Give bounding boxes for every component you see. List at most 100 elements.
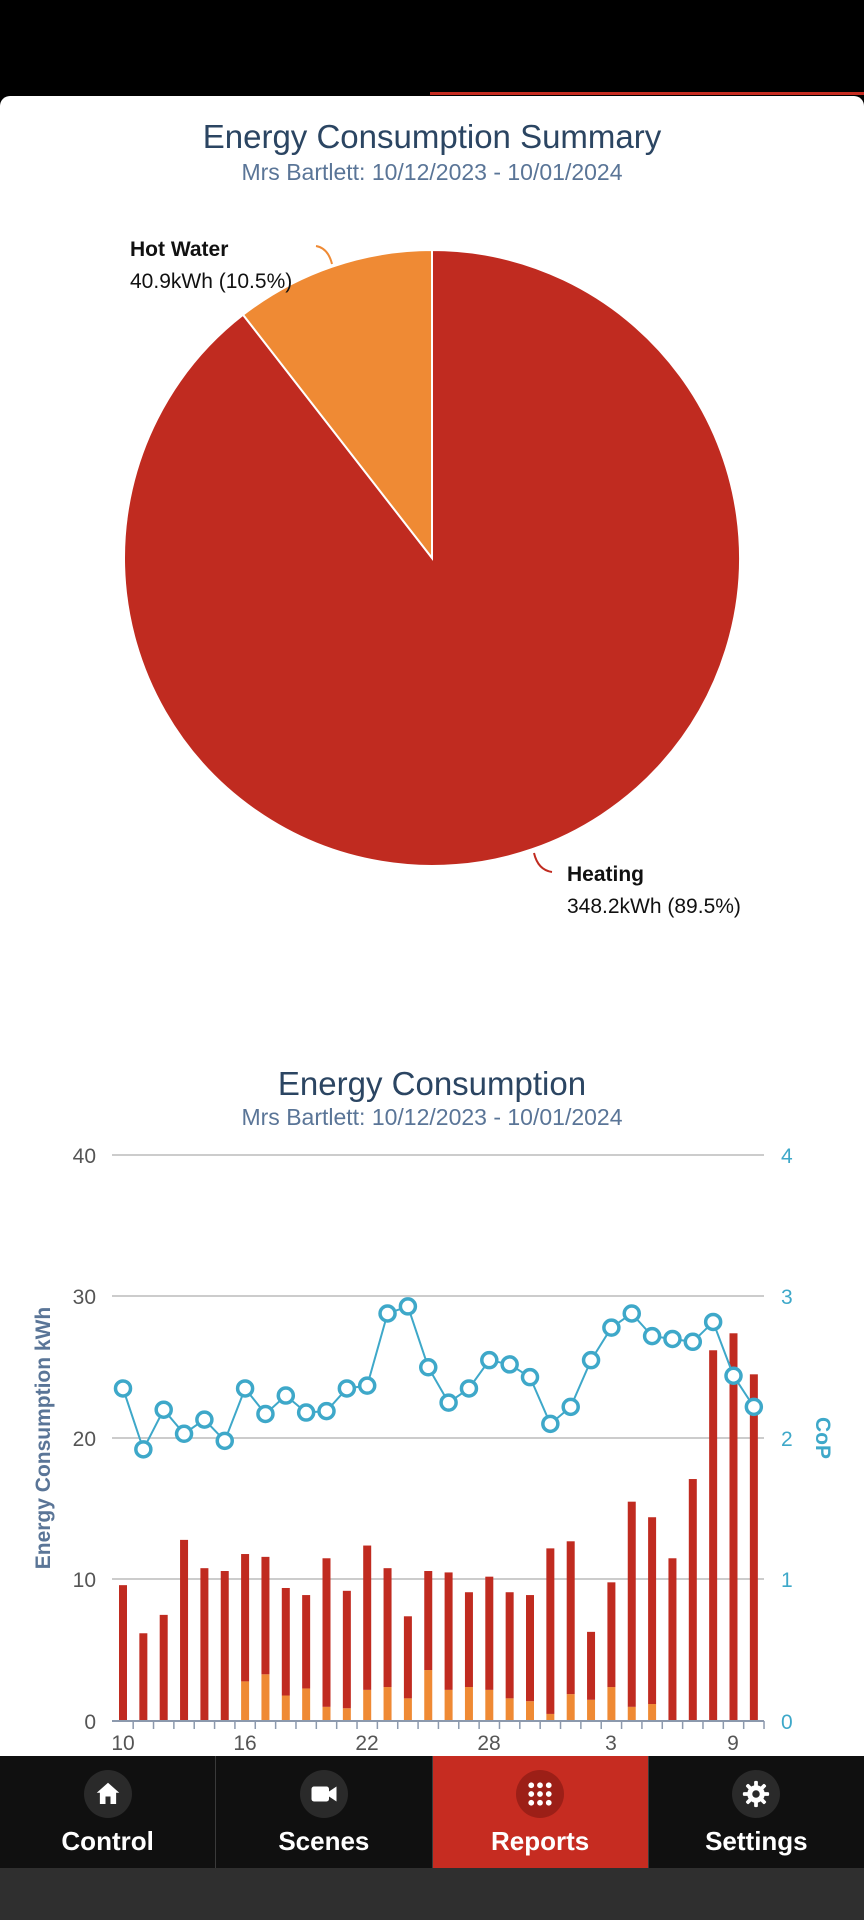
cop-point[interactable] — [174, 1424, 194, 1444]
cop-point[interactable] — [276, 1386, 296, 1405]
bar-heating — [119, 1585, 127, 1721]
bar-hot-water — [505, 1698, 514, 1721]
bar-hot-water — [587, 1699, 596, 1721]
cop-point[interactable] — [724, 1366, 743, 1385]
hot-water-label: Hot Water — [130, 238, 228, 261]
nav-control[interactable]: Control — [0, 1756, 217, 1868]
nav-settings[interactable]: Settings — [649, 1756, 864, 1868]
cop-point[interactable] — [378, 1304, 397, 1323]
y-tick-label: 30 — [73, 1286, 96, 1309]
bar-hot-water — [526, 1701, 534, 1721]
y2-tick-label: 1 — [781, 1569, 793, 1592]
bar-hot-water — [302, 1688, 311, 1721]
summary-subtitle: Mrs Bartlett: 10/12/2023 - 10/01/2024 — [241, 159, 622, 185]
consumption-subtitle: Mrs Bartlett: 10/12/2023 - 10/01/2024 — [241, 1104, 622, 1130]
nav-scenes[interactable]: Scenes — [216, 1756, 433, 1868]
bar-heating — [261, 1556, 270, 1675]
bar-heating — [688, 1479, 697, 1721]
heating-label: Heating — [567, 863, 644, 886]
bar-heating — [302, 1595, 311, 1689]
y-tick-label: 10 — [73, 1569, 96, 1592]
cop-point[interactable] — [419, 1358, 438, 1377]
cop-point[interactable] — [337, 1379, 357, 1398]
cop-point[interactable] — [561, 1397, 580, 1417]
bar-hot-water — [383, 1687, 392, 1721]
bar-heating — [587, 1631, 596, 1700]
bar-hot-water — [363, 1689, 372, 1721]
bar-heating — [526, 1595, 534, 1702]
x-tick-label: 9 — [727, 1732, 739, 1755]
bar-heating — [342, 1590, 351, 1709]
x-axis-labels: 10 16 22 28 3 9 — [111, 1732, 739, 1755]
reports-card: Energy Consumption Summary Mrs Bartlett:… — [0, 96, 864, 1756]
pie-chart — [123, 248, 741, 867]
bar-hot-water — [241, 1681, 250, 1721]
bar-heating — [444, 1572, 453, 1690]
y2-tick-label: 3 — [781, 1286, 793, 1309]
bar-hot-water — [485, 1689, 494, 1721]
nav-label: Scenes — [278, 1826, 370, 1856]
bar-hot-water — [546, 1713, 555, 1721]
cop-point[interactable] — [296, 1403, 316, 1422]
bar-heating — [159, 1614, 168, 1721]
cop-point[interactable] — [357, 1376, 377, 1395]
bar-heating — [424, 1571, 433, 1671]
pie-slice-hot-water[interactable] — [241, 248, 433, 561]
cop-line — [122, 1305, 755, 1452]
cop-point[interactable] — [663, 1329, 682, 1349]
cop-point[interactable] — [642, 1326, 662, 1346]
cop-point[interactable] — [622, 1304, 641, 1323]
video-camera-icon — [299, 1770, 348, 1818]
cop-point[interactable] — [500, 1355, 519, 1374]
cop-point[interactable] — [480, 1350, 499, 1370]
cop-point[interactable] — [215, 1431, 234, 1451]
cop-point[interactable] — [581, 1350, 601, 1370]
bar-heating — [180, 1539, 189, 1721]
bar-hot-water — [261, 1674, 270, 1721]
cop-point[interactable] — [459, 1379, 479, 1398]
cop-point[interactable] — [195, 1410, 214, 1429]
cop-point[interactable] — [154, 1400, 173, 1419]
bar-heating — [403, 1616, 412, 1699]
bar-heating — [607, 1582, 616, 1688]
cop-point[interactable] — [602, 1318, 621, 1337]
bottom-navigation: Control Scenes Reports — [0, 1756, 864, 1868]
bar-hot-water — [322, 1706, 331, 1721]
cop-point[interactable] — [541, 1414, 560, 1434]
bar-hot-water — [627, 1706, 636, 1721]
cop-point[interactable] — [683, 1332, 703, 1352]
y-axis-title: Energy Consumption kWh — [32, 1307, 55, 1570]
cop-point[interactable] — [439, 1393, 458, 1412]
gear-icon — [732, 1770, 781, 1818]
y2-tick-label: 4 — [781, 1145, 793, 1168]
bar-hot-water — [464, 1687, 473, 1721]
bar-heating — [729, 1333, 738, 1721]
y-axis-left: 0 10 20 30 40 — [73, 1145, 96, 1734]
bar-heating — [627, 1501, 636, 1707]
cop-point[interactable] — [113, 1379, 133, 1398]
cop-point[interactable] — [134, 1440, 153, 1459]
bar-heating — [241, 1554, 250, 1682]
bar-hot-water — [342, 1708, 351, 1721]
bar-heating — [566, 1541, 575, 1695]
bar-heating — [709, 1350, 718, 1721]
cop-point[interactable] — [317, 1401, 336, 1421]
cop-point[interactable] — [398, 1297, 418, 1316]
cop-point[interactable] — [520, 1367, 540, 1387]
cop-point[interactable] — [744, 1397, 764, 1417]
x-tick-label: 10 — [111, 1732, 134, 1755]
cop-point[interactable] — [703, 1312, 723, 1332]
bar-heating — [139, 1633, 148, 1721]
x-tick-label: 28 — [477, 1732, 500, 1755]
bar-heating — [200, 1568, 209, 1721]
cop-point[interactable] — [256, 1404, 275, 1424]
bar-heating — [464, 1592, 473, 1688]
nav-label: Settings — [705, 1826, 808, 1856]
y-tick-label: 20 — [73, 1428, 96, 1451]
bar-heating — [363, 1545, 372, 1690]
system-navigation-bar — [0, 1868, 864, 1920]
bar-hot-water — [403, 1698, 412, 1721]
cop-point[interactable] — [235, 1379, 255, 1398]
nav-reports[interactable]: Reports — [432, 1756, 649, 1868]
heating-value: 348.2kWh (89.5%) — [567, 895, 741, 918]
